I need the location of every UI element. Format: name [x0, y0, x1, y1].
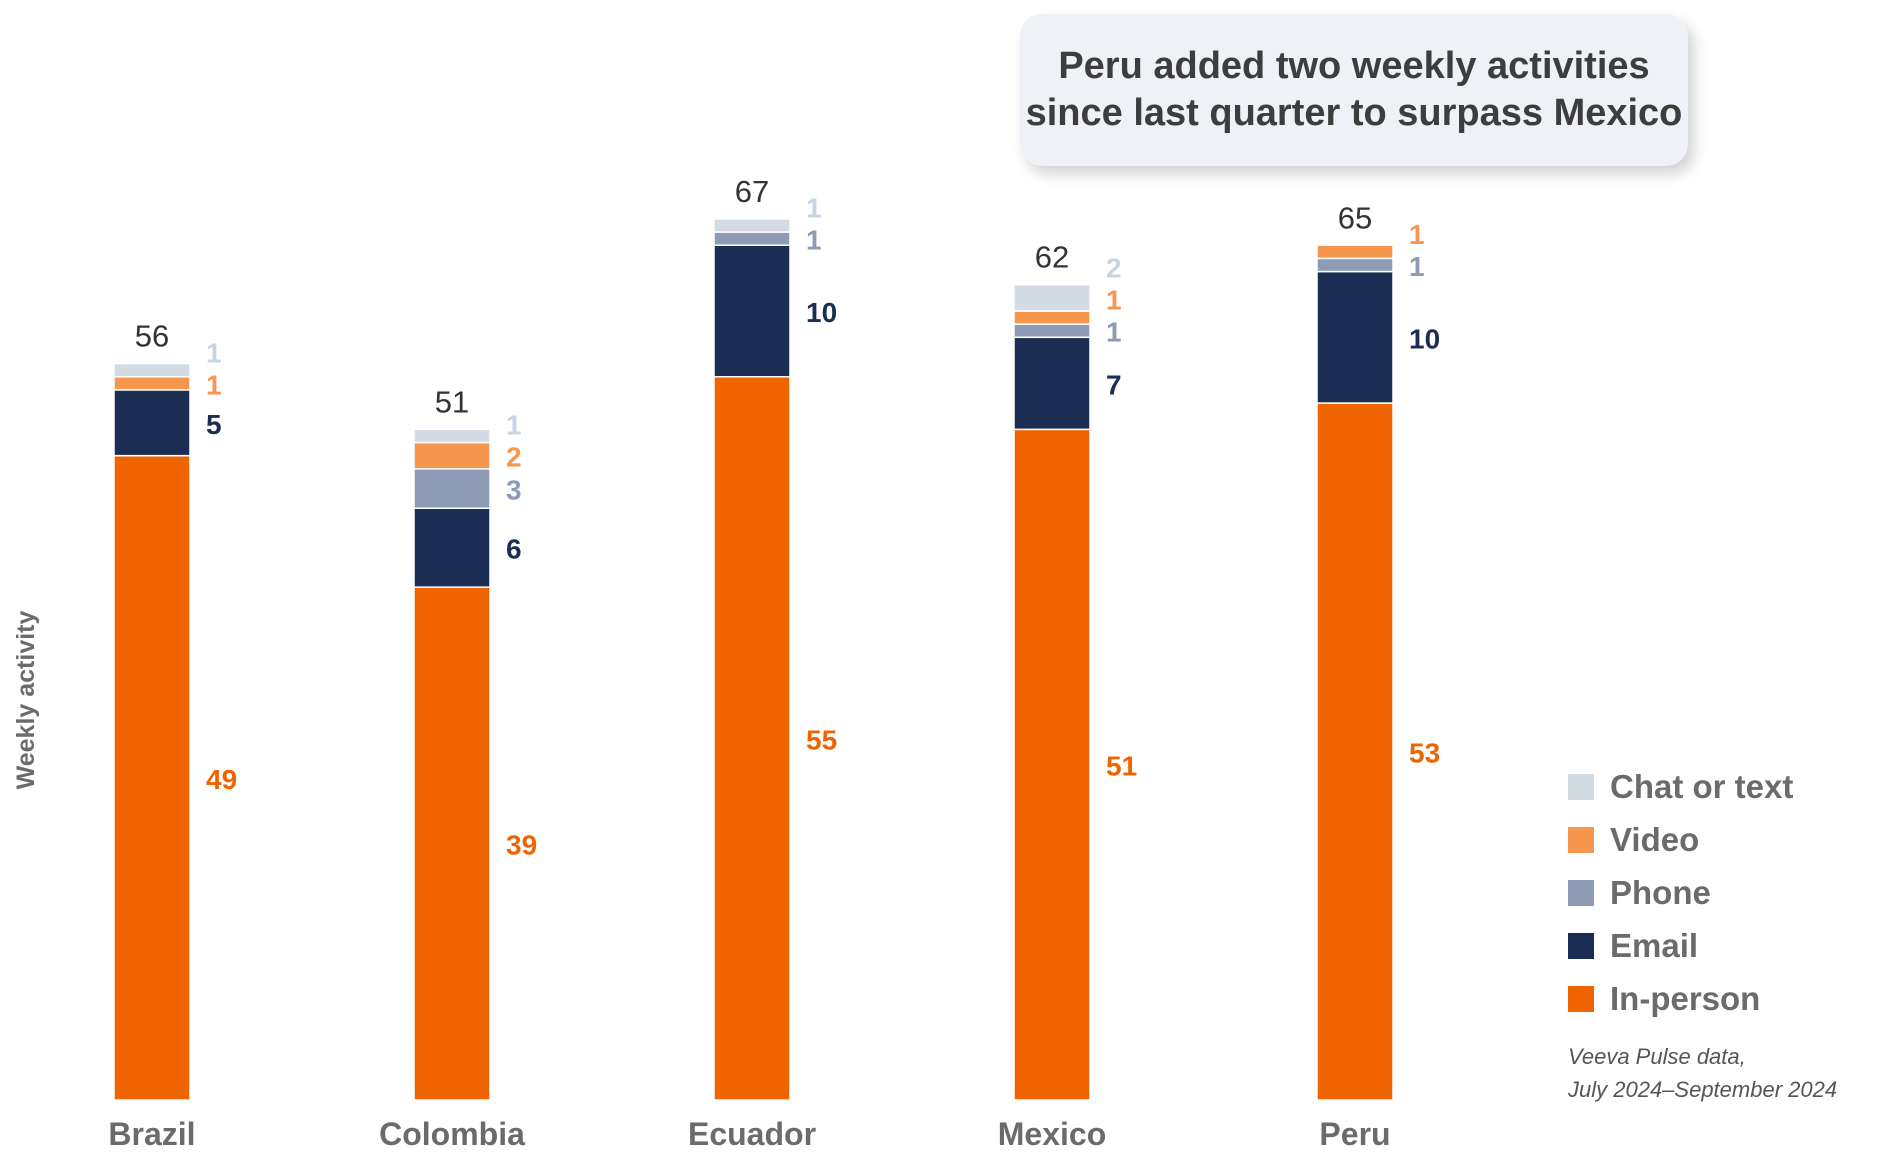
legend-item-in-person: In-person	[1568, 972, 1793, 1025]
bar-segment-colombia-in-person	[413, 586, 491, 1101]
legend-item-phone: Phone	[1568, 866, 1793, 919]
data-label-peru-in-person: 53	[1409, 738, 1440, 769]
bar-segment-peru-video	[1316, 244, 1394, 260]
legend-swatch-video	[1568, 826, 1594, 853]
bar-segment-brazil-chat-or-text	[113, 362, 191, 378]
bar-segment-peru-in-person	[1316, 402, 1394, 1101]
bar-segment-ecuador-in-person	[713, 376, 791, 1101]
data-label-ecuador-phone: 1	[806, 225, 822, 256]
data-label-mexico-email: 7	[1106, 369, 1122, 400]
total-label-ecuador: 67	[735, 174, 769, 209]
y-axis-label: Weekly activity	[12, 611, 40, 790]
x-tick-label-ecuador: Ecuador	[688, 1116, 816, 1152]
data-label-mexico-phone: 1	[1106, 317, 1122, 348]
data-label-peru-phone: 1	[1409, 251, 1425, 282]
bar-segment-colombia-email	[413, 507, 491, 588]
legend-item-chat: Chat or text	[1568, 760, 1793, 813]
bar-segment-brazil-video	[113, 376, 191, 391]
data-label-colombia-video: 2	[506, 442, 522, 473]
data-label-colombia-phone: 3	[506, 475, 522, 506]
data-label-ecuador-chat-or-text: 1	[806, 193, 822, 224]
bars-group: 4951156Brazil39632151Colombia55101167Ecu…	[108, 174, 1440, 1152]
source-line-1: Veeva Pulse data,	[1568, 1044, 1746, 1069]
total-label-peru: 65	[1338, 200, 1372, 235]
data-label-brazil-video: 1	[206, 369, 222, 400]
data-label-brazil-in-person: 49	[206, 764, 237, 795]
bar-segment-colombia-chat-or-text	[413, 428, 491, 444]
chart-title-callout: Peru added two weekly activities since l…	[1020, 14, 1688, 166]
x-tick-label-mexico: Mexico	[998, 1116, 1106, 1152]
source-line-2: July 2024–September 2024	[1568, 1077, 1838, 1102]
bar-segment-colombia-phone	[413, 468, 491, 509]
bar-segment-peru-email	[1316, 270, 1394, 404]
bar-segment-mexico-email	[1013, 336, 1091, 431]
x-tick-label-peru: Peru	[1319, 1116, 1390, 1152]
source-note: Veeva Pulse data, July 2024–September 20…	[1568, 1040, 1837, 1106]
bar-segment-mexico-phone	[1013, 323, 1091, 339]
data-label-ecuador-in-person: 55	[806, 724, 837, 755]
data-label-colombia-chat-or-text: 1	[506, 410, 522, 441]
bar-segment-brazil-in-person	[113, 454, 191, 1101]
legend-swatch-in-person	[1568, 985, 1594, 1012]
legend-label-chat: Chat or text	[1610, 767, 1794, 805]
legend: Chat or text Video Phone Email In-person	[1568, 760, 1793, 1025]
legend-label-phone: Phone	[1610, 873, 1711, 911]
data-label-peru-video: 1	[1409, 219, 1425, 250]
bar-segment-mexico-in-person	[1013, 428, 1091, 1101]
bar-segment-peru-phone	[1316, 257, 1394, 273]
x-tick-label-brazil: Brazil	[108, 1116, 195, 1152]
legend-label-video: Video	[1610, 820, 1700, 858]
legend-item-email: Email	[1568, 919, 1793, 972]
data-label-peru-email: 10	[1409, 323, 1440, 354]
data-label-mexico-in-person: 51	[1106, 751, 1137, 782]
data-label-mexico-chat-or-text: 2	[1106, 253, 1122, 284]
bar-segment-ecuador-chat-or-text	[713, 218, 791, 233]
bar-segment-mexico-video	[1013, 310, 1091, 325]
data-label-ecuador-email: 10	[806, 297, 837, 328]
x-tick-label-colombia: Colombia	[379, 1116, 525, 1152]
legend-swatch-email	[1568, 932, 1594, 959]
legend-label-in-person: In-person	[1610, 979, 1761, 1017]
bar-segment-colombia-video	[413, 441, 491, 470]
data-label-colombia-in-person: 39	[506, 830, 537, 861]
legend-item-video: Video	[1568, 813, 1793, 866]
data-label-brazil-chat-or-text: 1	[206, 337, 222, 368]
bar-segment-ecuador-email	[713, 244, 791, 378]
legend-label-email: Email	[1610, 926, 1699, 964]
total-label-mexico: 62	[1035, 240, 1069, 275]
data-label-brazil-email: 5	[206, 409, 222, 440]
data-label-colombia-email: 6	[506, 534, 522, 565]
legend-swatch-chat	[1568, 773, 1594, 800]
total-label-brazil: 56	[135, 319, 169, 354]
legend-swatch-phone	[1568, 879, 1594, 906]
bar-segment-ecuador-phone	[713, 231, 791, 247]
chart-title-line-1: Peru added two weekly activities	[1058, 45, 1650, 87]
chart-title-line-2: since last quarter to surpass Mexico	[1025, 92, 1683, 134]
data-label-mexico-video: 1	[1106, 285, 1122, 316]
total-label-colombia: 51	[435, 384, 469, 419]
bar-segment-mexico-chat-or-text	[1013, 283, 1091, 312]
bar-segment-brazil-email	[113, 389, 191, 457]
